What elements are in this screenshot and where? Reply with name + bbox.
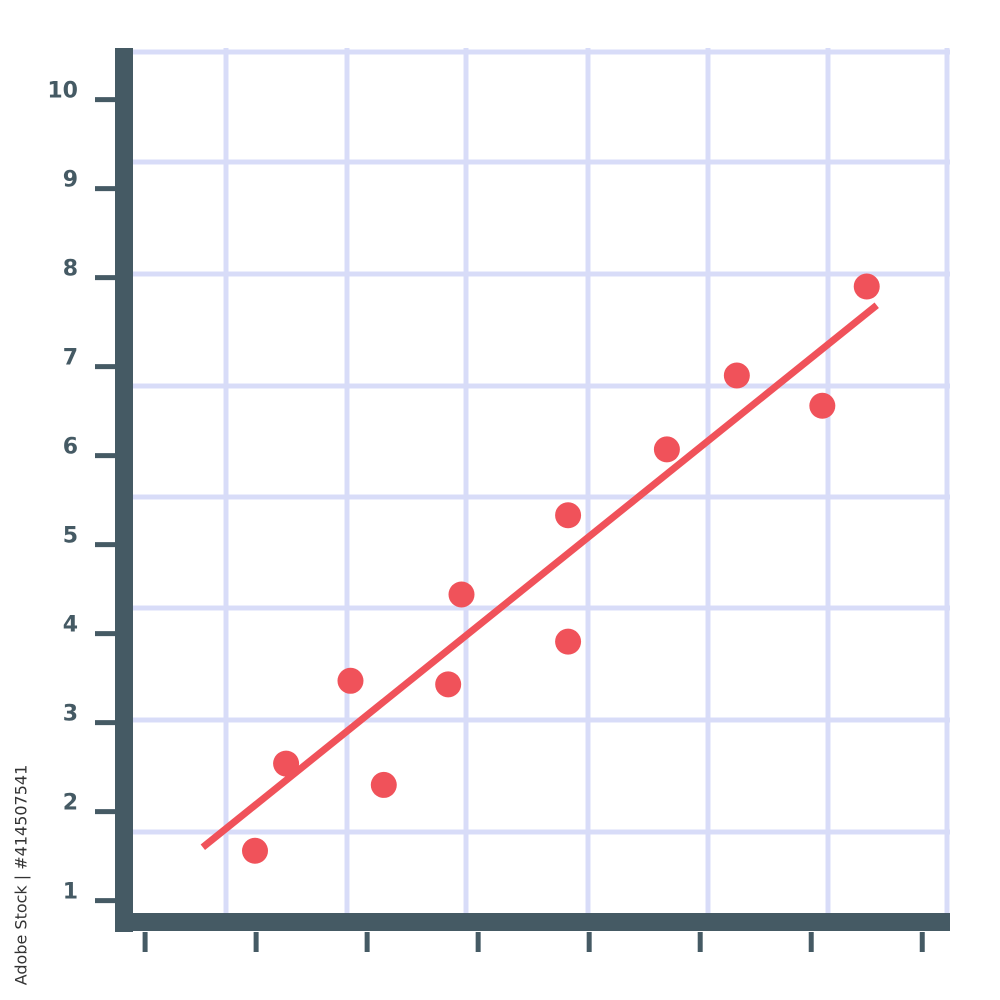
y-tick-label: 3 — [63, 702, 78, 727]
point — [435, 671, 462, 698]
y-tick-label: 10 — [47, 79, 78, 104]
trend-line — [200, 302, 879, 850]
point — [555, 502, 582, 529]
point — [723, 362, 750, 389]
point — [809, 392, 836, 419]
point — [853, 273, 880, 300]
y-tick-label: 7 — [63, 346, 78, 371]
point — [370, 771, 397, 798]
point — [273, 750, 300, 777]
point — [448, 581, 475, 608]
y-tick-label: 2 — [63, 791, 78, 816]
point — [555, 628, 582, 655]
credit: Adobe Stock | #414507541 — [12, 765, 31, 986]
y-tick-label: 8 — [63, 257, 78, 282]
y-tick-label: 1 — [63, 880, 78, 905]
point — [337, 667, 364, 694]
y-tick-label: 6 — [63, 435, 78, 460]
y-tick-label: 9 — [63, 168, 78, 193]
point — [653, 436, 680, 463]
point — [242, 837, 269, 864]
y-tick-label: 5 — [63, 524, 78, 549]
y-tick-label: 4 — [63, 613, 78, 638]
grid — [130, 48, 950, 918]
